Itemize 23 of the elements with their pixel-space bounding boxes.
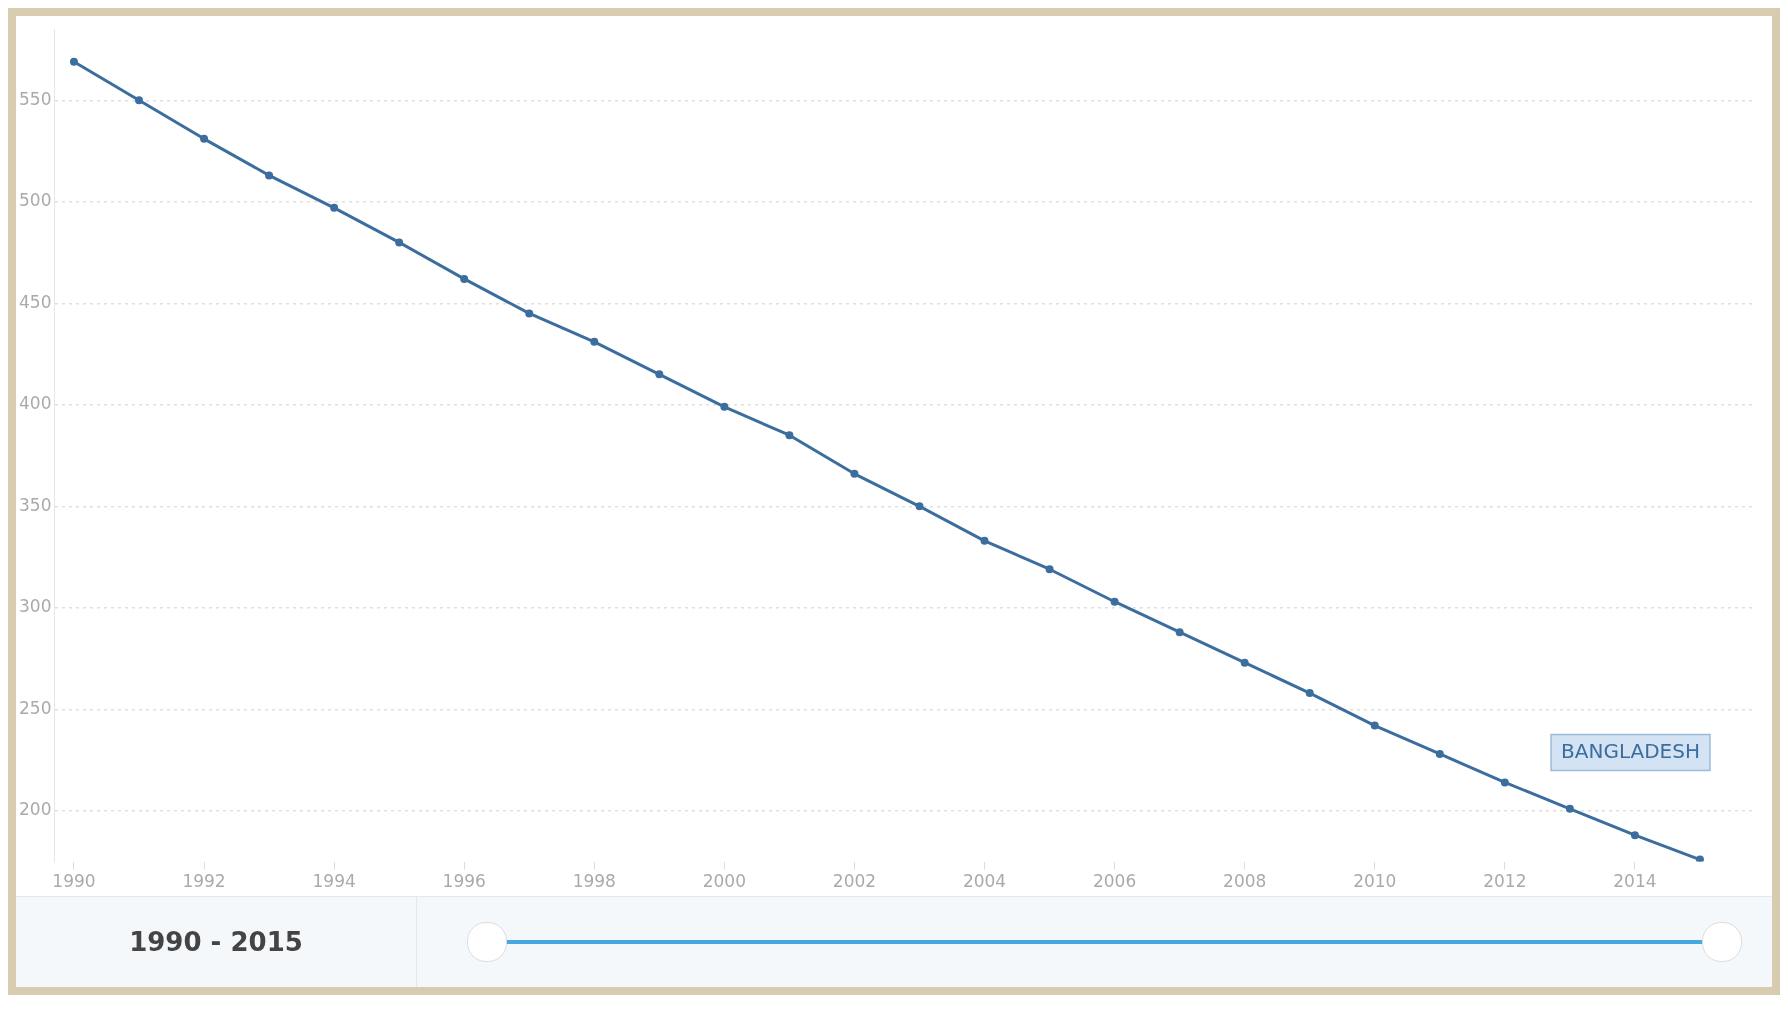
x-tick-label: 2012 [1483, 871, 1527, 892]
y-tick-label: 400 [18, 393, 52, 414]
x-tick-label: 1994 [312, 871, 356, 892]
y-tick-label: 350 [18, 494, 52, 515]
y-tick-label: 450 [18, 291, 52, 312]
y-tick-label: 250 [18, 697, 52, 718]
text: 1990 - 2015 [129, 927, 303, 957]
series-label: BANGLADESH [1561, 738, 1700, 763]
x-tick-label: 1998 [572, 871, 616, 892]
x-tick-label: 1996 [442, 871, 486, 892]
x-tick-label: 2002 [832, 871, 877, 892]
y-tick-label: 550 [18, 88, 52, 109]
x-tick-label: 2004 [962, 871, 1007, 892]
y-tick-label: 200 [18, 799, 52, 820]
y-tick-label: 500 [18, 190, 52, 211]
x-tick-label: 1990 [52, 871, 96, 892]
y-tick-label: 300 [18, 596, 52, 617]
x-tick-label: 2014 [1613, 871, 1657, 892]
x-tick-label: 2008 [1223, 871, 1267, 892]
x-tick-label: 2010 [1353, 871, 1397, 892]
x-tick-label: 1992 [182, 871, 226, 892]
x-tick-label: 2000 [702, 871, 746, 892]
x-tick-label: 2006 [1092, 871, 1137, 892]
